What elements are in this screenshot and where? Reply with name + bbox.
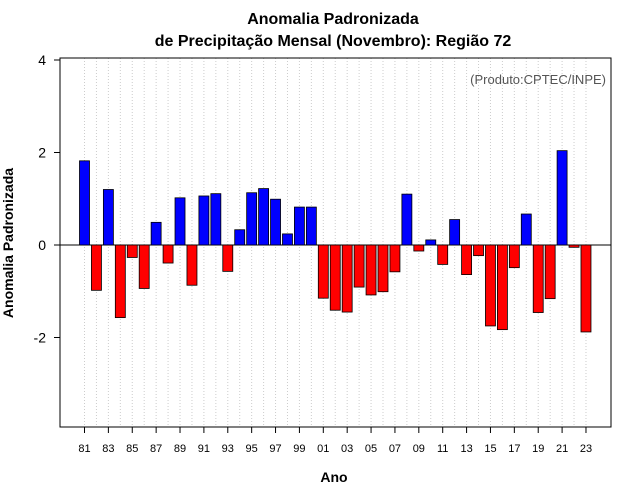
y-tick-label: 4: [38, 52, 46, 68]
bar-83: [102, 189, 114, 246]
x-tick-label: 09: [413, 443, 425, 455]
bar-17: [508, 244, 520, 269]
bar-93: [222, 244, 234, 272]
bar-84: [114, 244, 126, 319]
y-tick-label: -2: [34, 330, 47, 346]
x-tick-label: 97: [269, 443, 281, 455]
bar-15: [485, 244, 496, 327]
bar-13: [461, 244, 472, 276]
bar-07: [389, 244, 401, 273]
bar-88: [162, 244, 174, 264]
bar-82: [91, 244, 102, 291]
bar-96: [258, 188, 270, 246]
x-tick-label: 99: [293, 443, 305, 455]
bar-06: [377, 244, 389, 293]
y-tick-label: 0: [38, 237, 46, 253]
chart-title: Anomalia Padronizada: [247, 11, 419, 28]
bar-86: [138, 244, 150, 289]
bar-10: [425, 239, 437, 246]
bar-98: [282, 233, 293, 246]
chart-subtitle: de Precipitação Mensal (Novembro): Regiã…: [155, 33, 512, 50]
x-tick-label: 01: [317, 443, 329, 455]
bar-03: [341, 244, 353, 313]
x-tick-label: 15: [484, 443, 496, 455]
x-tick-label: 85: [126, 443, 138, 455]
x-axis: 81 83 85 87 89 91 93 95 97 99 01 03 05 07 09 11 13 15 17 19…: [78, 427, 592, 455]
x-tick-label: 87: [150, 443, 162, 455]
x-tick-label: 81: [78, 443, 90, 455]
bar-97: [270, 198, 281, 246]
x-tick-label: 19: [532, 443, 544, 455]
x-axis-label: Ano: [320, 469, 347, 485]
x-tick-label: 83: [102, 443, 114, 455]
bar-09: [413, 244, 425, 252]
y-axis: -2 0 2 4: [34, 52, 60, 346]
bar-05: [365, 244, 377, 296]
bar-99: [294, 206, 305, 246]
x-tick-label: 93: [222, 443, 234, 455]
bar-04: [353, 244, 365, 288]
bar-series: [79, 150, 592, 333]
x-tick-label: 03: [341, 443, 353, 455]
x-tick-label: 07: [389, 443, 401, 455]
bar-02: [329, 244, 341, 311]
x-tick-label: 11: [437, 443, 448, 455]
y-tick-label: 2: [38, 145, 46, 161]
x-tick-label: 89: [174, 443, 186, 455]
bar-21: [556, 150, 568, 246]
bar-18: [520, 213, 532, 246]
bar-91: [198, 195, 210, 246]
bar-23: [580, 244, 592, 333]
bar-90: [186, 244, 198, 286]
bar-16: [496, 244, 508, 331]
y-axis-label: Anomalia Padronizada: [0, 168, 16, 318]
x-tick-label: 21: [556, 443, 568, 455]
x-tick-label: 91: [198, 443, 210, 455]
source-credit: (Produto:CPTEC/INPE): [470, 72, 606, 87]
bar-94: [234, 229, 246, 246]
bar-00: [305, 206, 317, 246]
bar-19: [532, 244, 544, 313]
bar-01: [317, 244, 329, 299]
bar-11: [437, 244, 449, 265]
x-tick-label: 23: [580, 443, 592, 455]
x-tick-label: 13: [460, 443, 472, 455]
x-tick-label: 05: [365, 443, 377, 455]
plot-frame: [59, 57, 612, 428]
bar-22: [568, 244, 580, 248]
bar-92: [210, 193, 222, 246]
bar-95: [246, 192, 258, 246]
x-tick-label: 17: [508, 443, 520, 455]
bar-89: [174, 197, 186, 246]
bar-08: [401, 193, 413, 246]
bar-85: [126, 244, 138, 258]
bar-87: [150, 221, 162, 246]
bar-20: [544, 244, 556, 300]
bar-12: [449, 219, 461, 246]
x-tick-label: 95: [246, 443, 258, 455]
bar-14: [473, 244, 484, 257]
bar-81: [79, 160, 90, 246]
